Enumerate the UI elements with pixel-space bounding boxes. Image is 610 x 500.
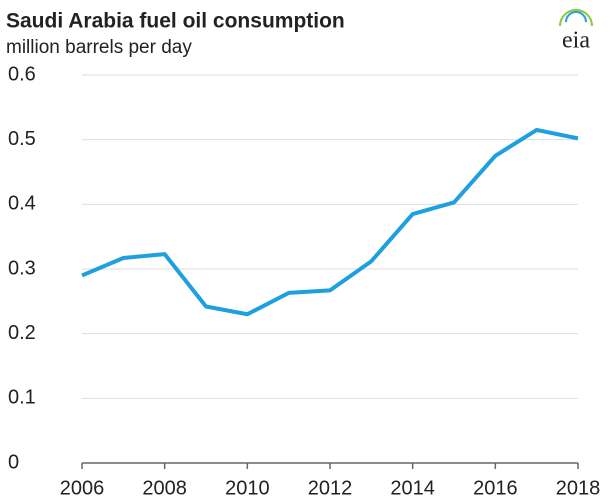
- logo: eia: [559, 9, 593, 54]
- x-tick-label: 2010: [225, 477, 270, 499]
- x-tick-label: 2012: [308, 477, 353, 499]
- y-tick-label: 0.1: [8, 387, 36, 409]
- x-tick-label: 2018: [556, 477, 601, 499]
- logo-text: eia: [562, 28, 590, 54]
- x-tick-label: 2006: [60, 477, 105, 499]
- y-tick-label: 0: [8, 451, 19, 473]
- y-tick-label: 0.2: [8, 322, 36, 344]
- y-tick-label: 0.6: [8, 63, 36, 85]
- chart-subtitle: million barrels per day: [6, 37, 192, 58]
- x-tick-label: 2014: [390, 477, 435, 499]
- y-tick-label: 0.5: [8, 128, 36, 150]
- chart-title: Saudi Arabia fuel oil consumption: [6, 10, 345, 33]
- x-tick-label: 2008: [142, 477, 187, 499]
- line-series: [81, 127, 579, 317]
- logo-arc: [565, 11, 587, 23]
- logo-arc: [559, 9, 593, 27]
- y-tick-label: 0.3: [8, 257, 36, 279]
- y-tick-label: 0.4: [8, 193, 36, 215]
- x-tick-label: 2016: [473, 477, 518, 499]
